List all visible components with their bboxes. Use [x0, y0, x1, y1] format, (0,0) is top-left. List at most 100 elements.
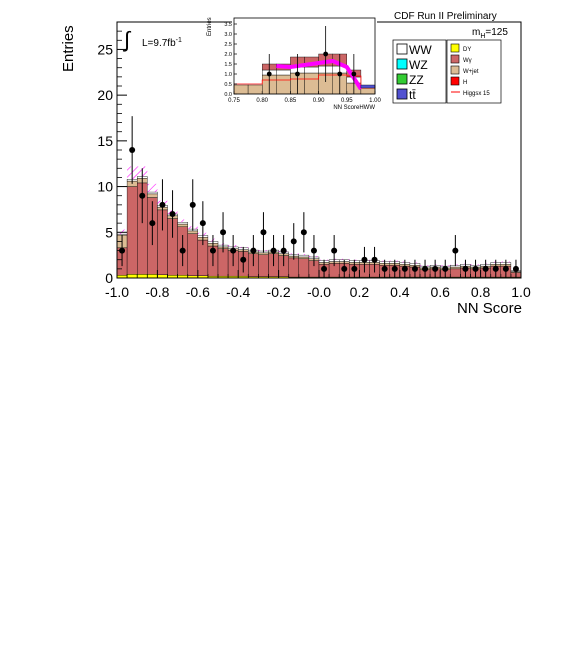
data-point-3	[149, 220, 156, 227]
data-point-14	[260, 229, 267, 236]
data-point-8	[199, 220, 206, 227]
data-point-37	[492, 265, 499, 272]
inset-plot-frame	[233, 17, 376, 95]
inset-x-tick-label-0: 0.75	[228, 98, 240, 104]
inset-higgs-scaled-line	[276, 59, 363, 91]
bar-w-1	[126, 186, 138, 275]
data-point-15	[270, 247, 277, 254]
inset-data-points	[266, 26, 357, 94]
legend-right-label-1: Wγ	[463, 58, 472, 64]
bar-ww-3	[147, 191, 158, 195]
data-point-7	[189, 201, 196, 208]
data-point-1	[129, 147, 136, 153]
bar-w-7	[187, 233, 198, 276]
main-y-axis-title: Entries	[60, 25, 77, 72]
inset-y-tick-label-4: 2.0	[224, 52, 232, 58]
legend-right: DY Wγ W+jet H Higgsx 15	[446, 39, 502, 104]
data-point-13	[250, 247, 257, 254]
y-tick-label-2: 10	[97, 179, 113, 195]
inset-bar-ww-3	[276, 69, 291, 76]
data-point-25	[371, 256, 378, 263]
x-tick-label-9: 0.8	[471, 284, 491, 300]
data-point-16	[280, 247, 287, 254]
inset-x-tick-label-2: 0.85	[285, 98, 297, 104]
inset-y-tick-label-7: 3.5	[224, 22, 232, 28]
bar-signal-hatch-18	[298, 254, 309, 256]
inset-x-tick-label-5: 1.00	[369, 98, 381, 104]
inset-bar-wjet-5	[304, 72, 319, 95]
legend-right-label-4: Higgsx 15	[463, 91, 490, 97]
data-point-27	[391, 265, 398, 272]
inset-bar-wjet-9	[360, 87, 376, 95]
legend-label-1: WZ	[409, 58, 428, 72]
main-data-points	[119, 116, 519, 278]
inset-chart: 0.75 0.80 0.85 0.90 0.95 1.00 0.0 0.5 1.0 1.5 2.0 2…	[207, 16, 381, 111]
inset-y-tick-label-1: 0.5	[224, 82, 232, 88]
main-axis-ticks: -1.0 -0.8 -0.6 -0.4 -0.2 -0.0 0.2 0.4 0.6 0.8 1.00…	[97, 30, 531, 300]
y-tick-label-4: 20	[97, 87, 113, 103]
x-tick-label-6: 0.2	[350, 284, 370, 300]
legend-swatch-0	[396, 43, 408, 55]
data-point-32	[442, 265, 449, 272]
y-tick-label-0: 0	[105, 270, 113, 286]
x-tick-label-2: -0.6	[186, 284, 210, 300]
legend-label-2: ZZ	[409, 73, 424, 87]
inset-y-tick-label-5: 2.5	[224, 42, 232, 48]
bar-w-18	[298, 258, 310, 278]
data-point-23	[351, 265, 358, 272]
data-point-12	[240, 256, 247, 263]
legend-right-label-3: H	[463, 80, 467, 86]
x-tick-label-8: 0.6	[430, 284, 450, 300]
data-point-20	[321, 265, 328, 272]
data-point-2	[139, 192, 146, 199]
inset-y-tick-label-0: 0.0	[224, 92, 232, 98]
inset-y-tick-label-3: 1.5	[224, 62, 232, 68]
bar-dy-2	[136, 274, 148, 279]
bar-w-14	[258, 254, 269, 277]
legend-right-swatch-2	[450, 65, 460, 75]
data-point-28	[401, 265, 408, 272]
data-point-35	[472, 265, 479, 272]
data-point-6	[179, 247, 186, 254]
legend-label-3: tt̄	[409, 88, 416, 102]
inset-data-point-0	[266, 71, 272, 77]
data-point-29	[411, 265, 418, 272]
y-tick-label-1: 5	[105, 224, 113, 240]
x-tick-label-3: -0.4	[226, 284, 250, 300]
bar-ww-0	[116, 233, 128, 236]
inset-data-point-2	[323, 51, 329, 57]
legend-right-label-2: W+jet	[463, 69, 479, 75]
y-tick-label-3: 15	[97, 133, 113, 149]
data-point-9	[209, 247, 216, 254]
inset-bar-ww-5	[304, 66, 319, 74]
legend-swatch-3	[396, 88, 408, 100]
inset-x-tick-label-3: 0.90	[313, 98, 325, 104]
x-tick-label-5: -0.0	[307, 284, 331, 300]
data-point-39	[512, 265, 519, 272]
inset-bar-wjet-3	[276, 74, 291, 95]
integral-sign: ∫	[122, 27, 132, 52]
inset-data-point-4	[351, 71, 357, 77]
legend-label-0: WW	[409, 43, 432, 57]
legend-swatch-2	[396, 73, 408, 85]
x-tick-label-0: -1.0	[105, 284, 129, 300]
data-point-4	[159, 201, 166, 208]
luminosity-label: L=9.7fb-1	[142, 37, 182, 49]
data-point-10	[220, 229, 227, 236]
bar-ww-6	[177, 222, 188, 225]
inset-ttbar-sliver	[360, 84, 376, 89]
inset-data-point-3	[337, 71, 343, 77]
inset-y-tick-label-2: 1.0	[224, 72, 232, 78]
legend-right-swatch-1	[450, 54, 460, 64]
x-tick-label-10: 1.0	[511, 284, 531, 300]
inset-data-point-1	[295, 71, 300, 77]
data-point-31	[432, 265, 439, 272]
experiment-label: CDF Run II Preliminary	[394, 11, 497, 22]
bar-wjet-3	[147, 193, 158, 198]
data-point-21	[331, 247, 338, 254]
main-chart: -1.0 -0.8 -0.6 -0.4 -0.2 -0.0 0.2 0.4 0.6 0.8 1.00…	[60, 11, 531, 317]
legend-swatch-1	[396, 58, 408, 70]
data-point-26	[381, 265, 388, 272]
legend-right-swatch-0	[450, 43, 460, 53]
